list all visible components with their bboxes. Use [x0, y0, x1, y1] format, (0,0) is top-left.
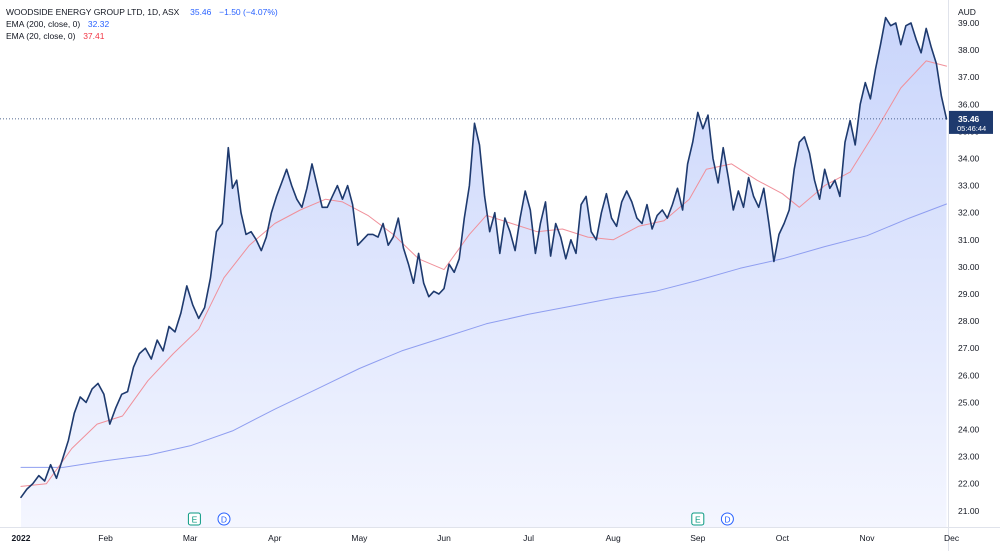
price-area-shape: [21, 18, 947, 527]
x-tick-label: Nov: [859, 533, 875, 543]
y-tick-label: 30.00: [958, 262, 980, 272]
y-tick-label: 29.00: [958, 289, 980, 299]
chart-legend: WOODSIDE ENERGY GROUP LTD, 1D, ASX 35.46…: [6, 6, 278, 42]
y-tick-label: 21.00: [958, 506, 980, 516]
x-tick-label: Jun: [437, 533, 451, 543]
dividend-marker[interactable]: D: [218, 513, 230, 525]
price-axis[interactable]: AUD 21.00 22.00 23.00 24.00 25.00 26.00 27.00 28…: [958, 7, 980, 516]
y-tick-label: 27.00: [958, 343, 980, 353]
x-tick-label: Aug: [606, 533, 621, 543]
y-tick-label: 36.00: [958, 99, 980, 109]
y-tick-label: 28.00: [958, 316, 980, 326]
x-tick-label: Mar: [183, 533, 198, 543]
earnings-marker-letter: E: [695, 515, 701, 525]
dividend-marker-letter: D: [221, 515, 227, 525]
y-tick-label: 33.00: [958, 181, 980, 191]
x-tick-label: Oct: [776, 533, 790, 543]
y-tick-label: 31.00: [958, 235, 980, 245]
dividend-marker[interactable]: D: [721, 513, 733, 525]
earnings-marker[interactable]: E: [188, 513, 200, 525]
legend-symbol-row: WOODSIDE ENERGY GROUP LTD, 1D, ASX 35.46…: [6, 6, 278, 18]
y-tick-label: 38.00: [958, 45, 980, 55]
earnings-marker-letter: E: [192, 515, 198, 525]
y-tick-label: 32.00: [958, 208, 980, 218]
time-axis[interactable]: 2022 Feb Mar Apr May Jun Jul Aug Sep Oct Nov Dec: [12, 533, 960, 543]
x-tick-label: Feb: [98, 533, 113, 543]
y-tick-label: 26.00: [958, 370, 980, 380]
change-value: −1.50 (−4.07%): [219, 7, 278, 17]
y-tick-label: 37.00: [958, 72, 980, 82]
x-tick-label: Sep: [690, 533, 705, 543]
y-tick-label: 22.00: [958, 479, 980, 489]
currency-label: AUD: [958, 7, 976, 17]
x-tick-label: Jul: [523, 533, 534, 543]
legend-ema200-row: EMA (200, close, 0) 32.32: [6, 18, 278, 30]
last-price-value: 35.46: [190, 7, 211, 17]
y-tick-label: 39.00: [958, 18, 980, 28]
ema20-value: 37.41: [83, 31, 104, 41]
price-tag-countdown: 05:46:44: [957, 124, 986, 133]
y-tick-label: 23.00: [958, 452, 980, 462]
price-tag-value: 35.46: [958, 114, 980, 124]
y-tick-label: 34.00: [958, 154, 980, 164]
symbol-title: WOODSIDE ENERGY GROUP LTD, 1D, ASX: [6, 7, 179, 17]
price-area-fill: [21, 18, 947, 527]
y-tick-label: 24.00: [958, 425, 980, 435]
y-tick-label: 25.00: [958, 397, 980, 407]
x-tick-label: Dec: [944, 533, 960, 543]
earnings-marker[interactable]: E: [692, 513, 704, 525]
dividend-marker-letter: D: [724, 515, 730, 525]
ema200-label: EMA (200, close, 0): [6, 19, 80, 29]
ema200-value: 32.32: [88, 19, 109, 29]
ema20-label: EMA (20, close, 0): [6, 31, 75, 41]
x-tick-label: May: [351, 533, 368, 543]
x-tick-label: Apr: [268, 533, 281, 543]
x-tick-label: 2022: [12, 533, 31, 543]
legend-ema20-row: EMA (20, close, 0) 37.41: [6, 30, 278, 42]
